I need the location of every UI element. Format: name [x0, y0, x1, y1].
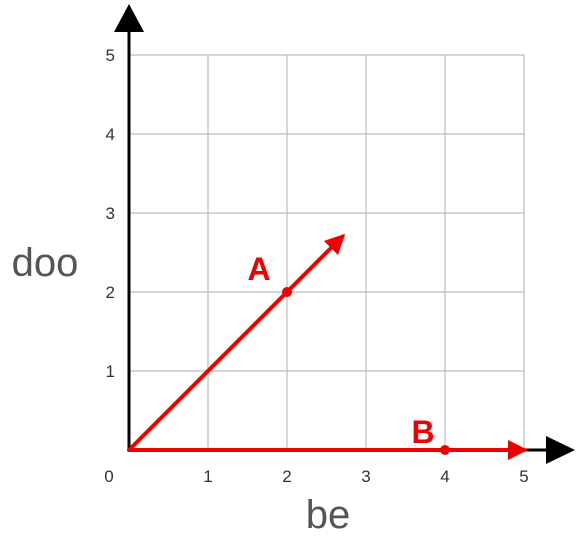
y-tick-label: 4	[106, 125, 115, 144]
x-tick-label: 5	[519, 467, 528, 486]
vectors	[127, 233, 528, 460]
x-tick-label: 0	[104, 467, 113, 486]
x-axis-arrow	[546, 436, 575, 464]
y-tick-label: 3	[106, 204, 115, 223]
y-axis-title: doo	[12, 241, 79, 285]
x-tick-label: 3	[361, 467, 370, 486]
y-axis-arrow	[114, 4, 144, 32]
x-tick-labels: 0 1 2 3 4 5	[104, 467, 528, 486]
point-a-marker	[282, 287, 292, 297]
point-b-marker	[440, 445, 450, 455]
grid	[129, 54, 525, 450]
x-axis-title: be	[306, 493, 351, 537]
point-a-label: A	[247, 251, 270, 287]
points: AB	[247, 251, 450, 455]
y-tick-labels: 1 2 3 4 5	[106, 46, 115, 381]
x-tick-label: 4	[440, 467, 449, 486]
vector-arrow	[127, 233, 346, 452]
point-b-label: B	[411, 414, 434, 450]
x-tick-label: 1	[203, 467, 212, 486]
x-tick-label: 2	[282, 467, 291, 486]
y-tick-label: 1	[106, 362, 115, 381]
y-tick-label: 5	[106, 46, 115, 65]
y-tick-label: 2	[106, 283, 115, 302]
